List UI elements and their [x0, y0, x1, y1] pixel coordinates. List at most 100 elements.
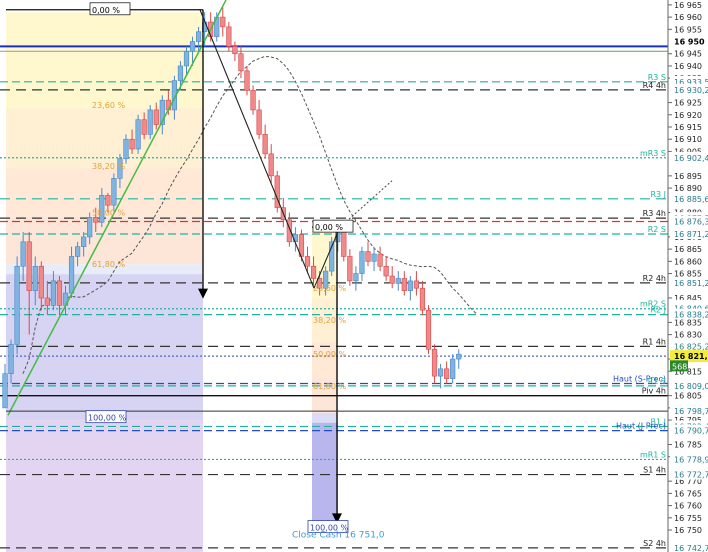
fib-left-zone: [6, 420, 203, 552]
price-label: 16 930,2: [674, 86, 708, 95]
candle-body: [56, 280, 63, 306]
level-label: R2 S: [648, 225, 666, 234]
price-label-bg: [670, 379, 708, 391]
price-label: 16 851,2: [674, 279, 708, 288]
fib-label: 0,00 %: [92, 6, 120, 15]
axis-tick-label: 16 890: [674, 184, 702, 193]
candle-body: [323, 270, 329, 289]
price-label-bg: [670, 424, 708, 436]
black-trendline-up: [313, 226, 341, 289]
candle-body: [135, 119, 141, 150]
candle-body: [304, 256, 311, 267]
price-label-bg: [670, 192, 708, 204]
axis-tick-label: 16 765: [674, 489, 702, 498]
candle-body: [68, 256, 75, 294]
candle-body: [226, 26, 232, 47]
candle-body: [244, 70, 250, 91]
axis-tick-label: 16 910: [674, 135, 702, 144]
candle-body: [14, 265, 20, 345]
candle-body: [377, 253, 383, 267]
axis-tick-label: 16 865: [674, 245, 702, 254]
candle-body: [371, 253, 377, 262]
level-label: S2 4h: [643, 539, 666, 548]
fib-label: 50,00 %: [313, 350, 346, 359]
axis-tick-label: 16 925: [674, 99, 702, 108]
level-label: Piv 4h: [642, 387, 666, 396]
fib-left-zone: [6, 12, 203, 109]
level-label: R3 S: [648, 73, 666, 82]
candle-body: [250, 90, 256, 111]
level-label: R1 4h: [643, 337, 666, 346]
price-label-bg: [670, 308, 708, 320]
fib-label-box: [312, 219, 354, 233]
price-label-bg: [670, 302, 708, 314]
candle-body: [147, 109, 153, 135]
candle-body: [75, 246, 81, 257]
axis-tick-label: 16 860: [674, 257, 702, 266]
candle-body: [117, 158, 123, 179]
candle-body: [196, 31, 202, 42]
candle-body: [316, 278, 323, 289]
price-label: 16 902,4: [674, 154, 708, 163]
fib-right-zone: [312, 422, 338, 528]
candle-body: [431, 348, 438, 377]
candle-body: [177, 65, 184, 81]
level-label: R4 4h: [643, 81, 666, 90]
price-label: 16 871,2: [674, 230, 708, 239]
arrow-head-left: [198, 288, 208, 299]
candle-body: [183, 50, 190, 67]
fib-label: 100,00 %: [310, 524, 349, 533]
candle-body: [401, 278, 407, 291]
price-label: 16 933,5: [674, 78, 708, 87]
candle-body: [93, 217, 99, 223]
axis-tick-label: 16 940: [674, 62, 702, 71]
level-labels: R3 SR4 4h mR3 S R3 J R3 4h R2 S R2 4h mR2 SR2 …: [613, 73, 666, 548]
price-label: 16 825,2: [674, 342, 708, 351]
candle-body: [419, 287, 426, 311]
axis-tick-label: 16 815: [674, 367, 702, 376]
candle-body: [395, 278, 401, 284]
fib-left-zone: [6, 216, 203, 265]
current-price-box: [670, 350, 708, 363]
candle-body: [111, 178, 117, 206]
candle-body: [359, 251, 365, 274]
candle-body: [141, 119, 147, 135]
fib-label-box: [89, 2, 131, 16]
price-label-bg: [670, 151, 708, 163]
level-label: S1 4h: [643, 466, 666, 475]
axis-tick-label: 16 855: [674, 270, 702, 279]
level-label: R3 4h: [643, 209, 666, 218]
candle-body: [238, 53, 244, 72]
fib-label: 61,80 %: [92, 260, 125, 269]
candle-body: [129, 138, 135, 150]
moving-average: [22, 55, 478, 374]
candle-body: [159, 99, 165, 125]
price-label: 16 798,7: [674, 407, 708, 416]
candle-body: [38, 265, 44, 299]
level-lines: [0, 45, 668, 549]
fib-label: 61,80 %: [313, 382, 346, 391]
price-label-bg: [670, 75, 708, 87]
candle-body: [256, 109, 262, 135]
axis-tick-label: 16 965: [674, 1, 702, 10]
candle-body: [50, 280, 56, 306]
candle-body: [437, 368, 444, 377]
axis-tick-label: 16 835: [674, 318, 702, 327]
price-label: 16 742,7: [674, 544, 708, 552]
price-label: 16 950: [674, 38, 705, 47]
fib-label-box: [307, 520, 349, 533]
candle-body: [99, 195, 105, 223]
axis-tick-label: 16 960: [674, 13, 702, 22]
candle-body: [347, 256, 353, 282]
level-label: Haut (S-Prec): [613, 374, 666, 383]
axis-tick-label: 16 945: [674, 50, 702, 59]
price-label: 16 809,0: [674, 382, 708, 391]
fib-right-zone: [312, 341, 338, 378]
candle-body: [389, 275, 395, 284]
price-label-bg: [670, 541, 708, 552]
fib-right-zone: [312, 298, 338, 342]
moving-average-line: [22, 55, 478, 374]
candle-body: [444, 368, 450, 379]
